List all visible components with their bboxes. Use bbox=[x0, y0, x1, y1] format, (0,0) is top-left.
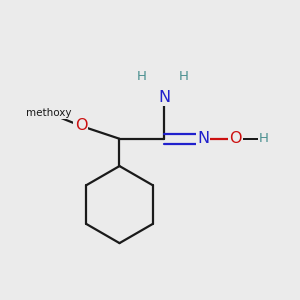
Text: O: O bbox=[229, 131, 241, 146]
Text: methoxy: methoxy bbox=[26, 108, 72, 118]
Text: N: N bbox=[197, 131, 209, 146]
Text: O: O bbox=[75, 118, 87, 134]
Text: N: N bbox=[158, 89, 170, 104]
Text: H: H bbox=[137, 70, 147, 83]
Text: H: H bbox=[179, 70, 189, 83]
Text: H: H bbox=[259, 132, 269, 145]
